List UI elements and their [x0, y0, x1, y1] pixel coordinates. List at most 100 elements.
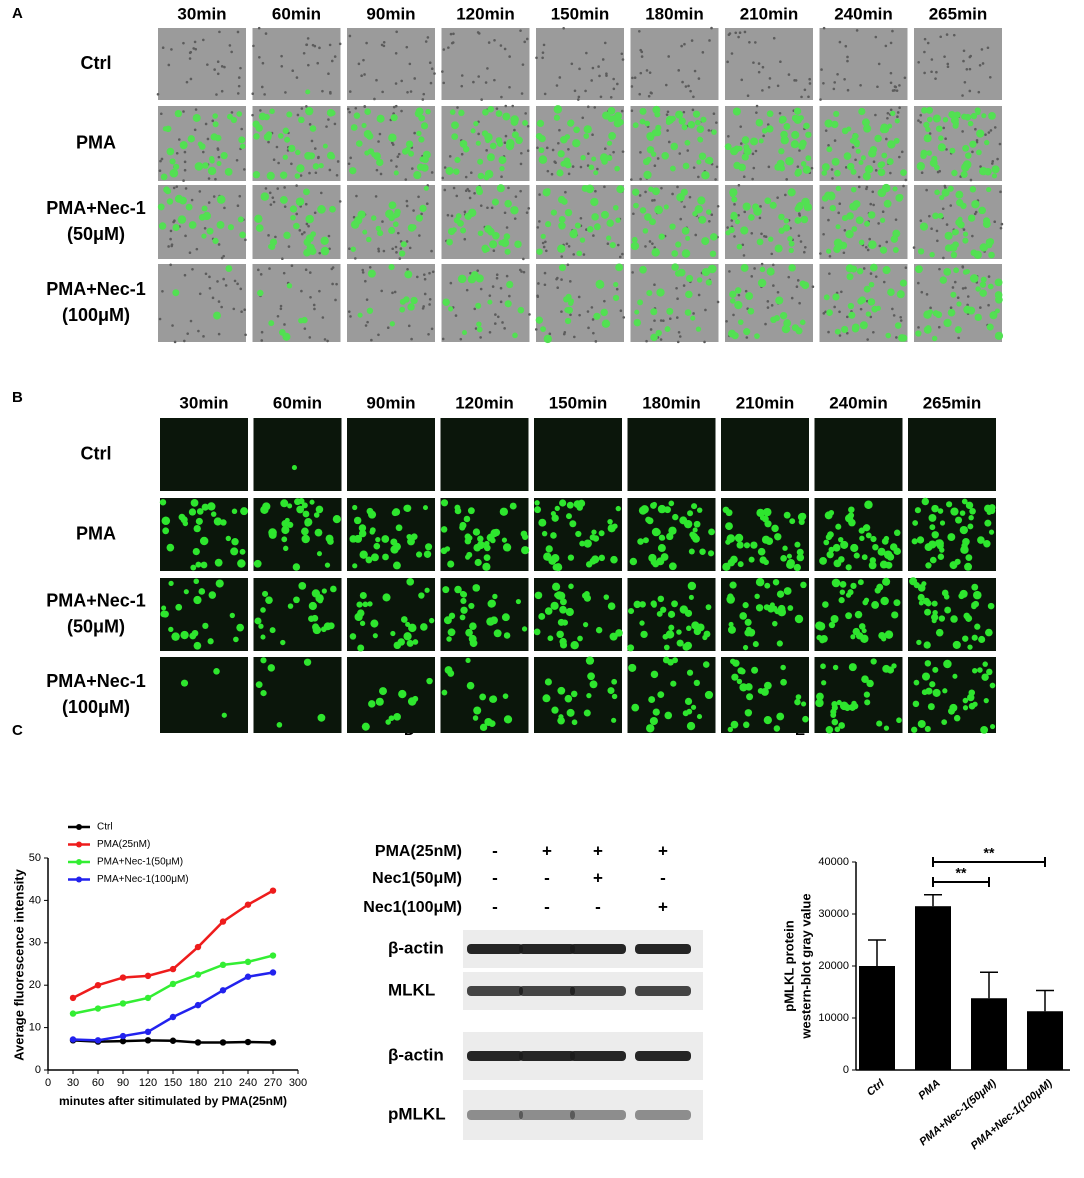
cell — [577, 295, 581, 299]
stained-cell — [286, 283, 293, 289]
stained-cell — [207, 502, 216, 511]
cell — [454, 314, 458, 317]
cell — [667, 55, 670, 58]
cell — [928, 132, 932, 135]
stained-cell — [473, 543, 482, 552]
legend-marker — [76, 859, 82, 865]
cell — [596, 167, 599, 171]
stained-cell — [466, 681, 475, 690]
stained-cell — [291, 465, 297, 471]
cell — [895, 89, 899, 92]
cell — [961, 94, 964, 97]
stained-cell — [357, 644, 365, 652]
cell — [621, 150, 625, 153]
stained-cell — [750, 541, 758, 549]
time-label: 240min — [834, 4, 893, 23]
stained-cell — [517, 306, 525, 314]
stained-cell — [193, 524, 201, 533]
cell — [526, 124, 530, 128]
stained-cell — [406, 578, 415, 586]
row-label: Ctrl — [81, 443, 112, 463]
cell — [830, 168, 834, 171]
cell — [572, 253, 576, 256]
cell — [507, 186, 510, 190]
stained-cell — [960, 202, 967, 210]
cell — [884, 44, 888, 48]
cell — [971, 234, 974, 238]
stained-cell — [878, 631, 886, 640]
cell — [898, 106, 901, 110]
stained-cell — [220, 519, 227, 526]
cell — [996, 157, 999, 161]
stained-cell — [538, 518, 547, 527]
stained-cell — [696, 277, 703, 283]
stained-cell — [159, 499, 167, 506]
stained-cell — [303, 658, 312, 666]
stained-cell — [752, 641, 759, 648]
micrograph-bg — [158, 28, 246, 100]
stained-cell — [268, 528, 277, 537]
stained-cell — [955, 516, 963, 524]
cell — [299, 174, 303, 177]
stained-cell — [850, 265, 858, 273]
stained-cell — [786, 560, 795, 569]
cell — [400, 79, 403, 83]
panel-label: B — [12, 389, 23, 406]
cell — [876, 85, 879, 89]
stained-cell — [961, 498, 968, 505]
stained-cell — [776, 712, 785, 721]
stained-cell — [533, 628, 541, 636]
stained-cell — [510, 115, 519, 124]
stained-cell — [861, 554, 868, 561]
stained-cell — [446, 238, 453, 246]
cell — [158, 169, 162, 173]
cell — [678, 335, 682, 338]
stained-cell — [187, 135, 195, 143]
cell — [573, 335, 576, 339]
stained-cell — [962, 231, 969, 237]
stained-cell — [882, 577, 891, 586]
cell — [364, 279, 367, 283]
cell — [987, 275, 991, 278]
cell — [551, 148, 555, 152]
stained-cell — [654, 529, 661, 536]
cell — [537, 282, 540, 285]
cell — [811, 285, 815, 289]
stained-cell — [189, 632, 197, 640]
cell — [464, 175, 468, 179]
stained-cell — [447, 227, 456, 236]
cell — [569, 313, 572, 317]
cell — [543, 283, 547, 287]
stained-cell — [212, 121, 219, 128]
cell — [578, 313, 581, 317]
cell — [189, 319, 193, 323]
stained-cell — [280, 499, 289, 508]
stained-cell — [564, 694, 573, 703]
cell — [251, 92, 255, 96]
stained-cell — [943, 594, 950, 600]
stained-cell — [777, 607, 787, 617]
cell — [750, 275, 754, 278]
stained-cell — [375, 225, 381, 232]
cell — [183, 150, 187, 154]
stained-cell — [925, 562, 932, 569]
marker — [144, 994, 152, 1002]
stained-cell — [444, 666, 453, 674]
stained-cell — [386, 210, 394, 218]
cell — [206, 137, 210, 141]
stained-cell — [737, 561, 744, 568]
stained-cell — [544, 678, 552, 686]
stained-cell — [776, 590, 785, 598]
stained-cell — [393, 211, 401, 218]
cell — [651, 242, 654, 245]
cell — [283, 186, 286, 189]
stained-cell — [746, 693, 754, 701]
stained-cell — [666, 307, 674, 315]
cell — [393, 290, 397, 294]
stained-cell — [675, 110, 684, 119]
stained-cell — [495, 110, 503, 117]
stained-cell — [410, 296, 418, 305]
cell — [961, 130, 964, 133]
cell — [566, 263, 570, 267]
stained-cell — [783, 123, 791, 130]
